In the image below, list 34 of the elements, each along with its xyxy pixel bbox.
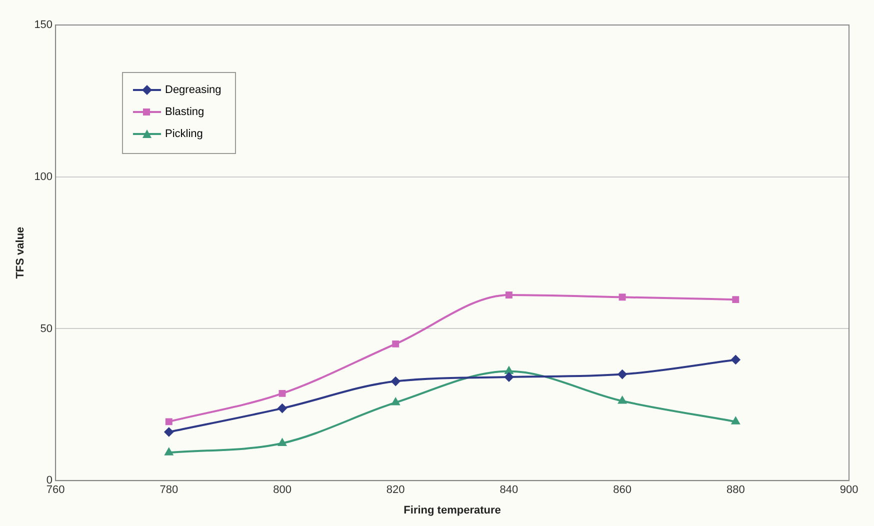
point — [278, 404, 287, 413]
point — [618, 294, 626, 301]
point — [165, 418, 172, 426]
legend-label: Blasting — [165, 106, 204, 118]
x-tick-label: 880 — [726, 484, 745, 496]
legend-label: Degreasing — [165, 84, 222, 96]
point — [392, 398, 400, 406]
point — [164, 428, 174, 437]
point — [618, 396, 626, 404]
point — [392, 340, 400, 348]
legend-label: Pickling — [165, 128, 203, 140]
point — [505, 292, 512, 298]
y-tick-label: 100 — [34, 170, 53, 183]
point — [504, 372, 514, 382]
y-tick-label: 150 — [34, 19, 53, 32]
x-tick-label: 780 — [160, 484, 178, 496]
point — [391, 376, 400, 386]
x-axis-title: Firing temperature — [404, 504, 501, 516]
point — [164, 448, 173, 456]
point — [732, 417, 740, 424]
y-axis-title: TFS value — [14, 226, 27, 279]
x-tick-label: 800 — [273, 484, 292, 496]
x-tick-label: 860 — [613, 484, 632, 496]
x-tick-label: 900 — [840, 484, 858, 496]
point — [732, 296, 740, 304]
x-tick-label: 840 — [500, 484, 518, 496]
point — [731, 355, 740, 364]
point — [618, 370, 627, 379]
x-tick-label: 820 — [386, 484, 405, 496]
point — [278, 438, 286, 446]
x-tick-label: 760 — [46, 484, 65, 496]
y-tick-label: 50 — [40, 322, 53, 335]
point — [278, 390, 286, 397]
point — [504, 366, 513, 374]
